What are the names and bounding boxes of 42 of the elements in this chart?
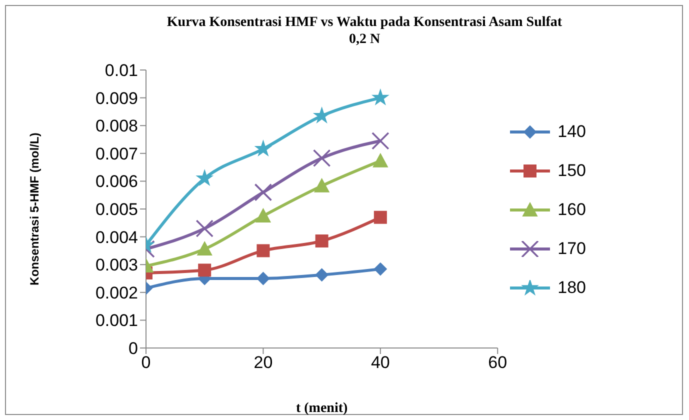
point: [198, 264, 212, 277]
y-tick-label: 0.001: [95, 311, 138, 330]
legend-label: 180: [558, 278, 586, 298]
legend-label: 160: [558, 200, 586, 220]
point: [256, 208, 271, 222]
point: [314, 178, 330, 192]
x-tick-label: 0: [141, 353, 151, 372]
legend-label: 170: [558, 239, 586, 259]
legend-label: 150: [558, 161, 586, 181]
legend-label: 140: [558, 122, 586, 142]
y-tick-label: 0.007: [95, 144, 138, 164]
y-tick-label: 0: [128, 339, 138, 358]
point: [256, 244, 270, 258]
y-axis-title: Konsentrasi 5-HMF (mol/L): [27, 132, 42, 286]
y-tick-label: 0.003: [95, 256, 138, 275]
point: [372, 153, 388, 168]
point: [374, 210, 387, 224]
y-tick-label: 0.004: [95, 228, 138, 247]
y-tick-label: 0.009: [95, 88, 138, 108]
y-tick-label: 0.008: [95, 116, 138, 136]
point: [197, 242, 212, 256]
point: [372, 132, 390, 150]
x-tick-label: 60: [488, 353, 508, 372]
x-axis-title: t (menit): [296, 401, 348, 416]
point: [315, 268, 328, 282]
y-tick-label: 0.006: [95, 172, 138, 192]
point: [197, 170, 212, 185]
x-tick-label: 20: [254, 353, 273, 372]
point: [315, 234, 328, 248]
x-tick-label: 40: [370, 353, 390, 372]
point: [254, 183, 272, 202]
point: [314, 108, 330, 122]
point: [256, 272, 270, 285]
y-tick-label: 0.002: [95, 283, 138, 302]
point: [374, 262, 387, 276]
point: [312, 149, 331, 168]
y-tick-label: 0.01: [104, 61, 138, 80]
point: [256, 141, 271, 156]
point: [196, 220, 214, 238]
point: [373, 90, 388, 104]
chart-title: Kurva Konsentrasi HMF vs Waktu pada Konsentrasi Asam Sulfat 0,2 N: [166, 14, 564, 48]
y-tick-label: 0.005: [95, 200, 138, 220]
